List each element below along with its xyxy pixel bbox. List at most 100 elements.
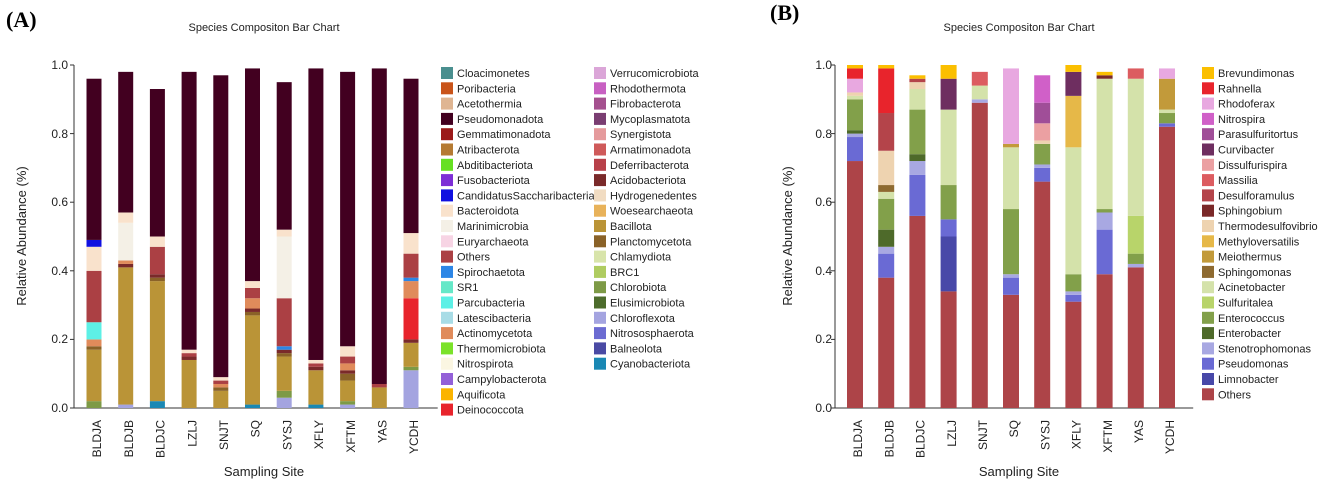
panel-a-legend-swatch bbox=[441, 189, 453, 202]
panel-a-bar-segment-others bbox=[213, 380, 229, 384]
panel-b-bar-segment-enterococcus bbox=[909, 109, 926, 155]
panel-a-legend-label: Thermomicrobiota bbox=[457, 343, 547, 355]
panel-b-legend-swatch bbox=[1202, 220, 1214, 232]
panel-b-x-tick-label: SNJT bbox=[976, 419, 990, 450]
panel-a-y-tick: 1.0 bbox=[51, 58, 68, 72]
panel-b-bar-segment-pseudomonas bbox=[1003, 277, 1019, 295]
panel-b-legend-label: Massilia bbox=[1218, 175, 1259, 187]
panel-b-legend-label: Pseudomonas bbox=[1218, 359, 1289, 371]
panel-a-legend-swatch bbox=[441, 327, 453, 340]
panel-a-legend-swatch bbox=[594, 296, 606, 309]
panel-b-bar-segment-nitrospira bbox=[1034, 75, 1051, 103]
panel-a-legend-swatch bbox=[594, 265, 606, 278]
panel-a-legend-swatch bbox=[594, 235, 606, 248]
panel-a-legend-swatch bbox=[594, 158, 606, 171]
panel-a-bar-segment-others bbox=[149, 246, 165, 275]
panel-a-bar-segment-actinomycetota bbox=[245, 298, 260, 309]
panel-a-legend-swatch bbox=[594, 189, 606, 202]
panel-a-bar-segment-pseudomonadota bbox=[118, 71, 134, 213]
panel-a-legend-label: Abditibacteriota bbox=[457, 160, 534, 172]
panel-b-bar-segment-acinetobacter bbox=[847, 95, 863, 100]
panel-b-legend-label: Rahnella bbox=[1218, 83, 1262, 95]
panel-b-bar-segment-stenotrophomonas bbox=[878, 246, 895, 254]
panel-a-legend-label: Verrucomicrobiota bbox=[610, 68, 700, 80]
panel-b-y-tick: 0.0 bbox=[815, 401, 832, 415]
panel-b-x-ticks: BLDJA BLDJB BLDJC LZLJ SNJT SQ SYSJ XFLY XFTM YAS… bbox=[851, 419, 1177, 458]
panel-b-bar-segment-meiothermus bbox=[1003, 143, 1019, 148]
panel-b-bar-segment-pseudomonas bbox=[1096, 229, 1113, 275]
panel-a-bar-segment-bacteroidota bbox=[340, 346, 356, 357]
panel-a-bar-segment-bacillota bbox=[403, 342, 419, 367]
panel-a-bar-segment-pseudomonadota bbox=[86, 78, 102, 240]
panel-b-x-tick-label: YCDH bbox=[1163, 420, 1177, 454]
panel-a-x-tick-label: SYSJ bbox=[280, 420, 294, 450]
panel-a-x-tick-label: BLDJB bbox=[122, 420, 136, 457]
panel-a-bar-segment-actinomycetota bbox=[403, 281, 419, 299]
panel-b-bar-segment-enterococcus bbox=[1003, 209, 1019, 275]
panel-b-bar-segment-pseudomonas bbox=[1065, 294, 1082, 302]
panel-b-bar-segment-thermodesulfovibrio bbox=[878, 150, 895, 186]
panel-a-bar-segment-pseudomonadota bbox=[213, 75, 229, 378]
panel-a-legend-swatch bbox=[441, 342, 453, 355]
panel-b-bar-segment-meiothermus bbox=[1159, 78, 1175, 110]
panel-b-bar-segment-others bbox=[940, 291, 957, 408]
panel-b-bar-segment-acinetobacter bbox=[940, 109, 957, 186]
panel-a-legend-swatch bbox=[441, 311, 453, 324]
panel-a-bar-segment-actinomycetota bbox=[340, 363, 356, 371]
panel-a-legend-swatch bbox=[594, 112, 606, 125]
panel-a-legend-label: Acidobacteriota bbox=[610, 175, 687, 187]
panel-a-bar-segment-chloroflexota bbox=[276, 397, 292, 408]
panel-a-legend-swatch bbox=[441, 373, 453, 385]
panel-a-bar-segment-bacteroidota bbox=[308, 359, 324, 364]
panel-a-x-tick-label: LZLJ bbox=[185, 420, 199, 447]
panel-b-bar-segment-brevundimonas bbox=[1096, 71, 1113, 76]
panel-b-legend-label: Methyloversatilis bbox=[1218, 236, 1300, 248]
panel-b-legend-swatch bbox=[1202, 357, 1214, 370]
panel-b-bar-segment-acinetobacter bbox=[971, 85, 988, 100]
panel-a-legend-label: Euryarchaeota bbox=[457, 236, 529, 248]
panel-b-bar-segment-curvibacter bbox=[1065, 71, 1082, 96]
panel-b-legend-swatch bbox=[1202, 82, 1214, 95]
panel-a-legend-label: Synergistota bbox=[610, 129, 672, 141]
panel-a-bar-segment-acidobacteriota bbox=[403, 339, 419, 343]
panel-a-bar-segment-chloroflexota bbox=[340, 404, 356, 408]
panel-b-bar-segment-sphingobium bbox=[1096, 75, 1113, 79]
panel-b-legend-swatch bbox=[1202, 189, 1214, 202]
panel-b-bar-segment-pseudomonas bbox=[1034, 167, 1051, 182]
panel-b-legend-swatch bbox=[1202, 235, 1214, 248]
panel-a-bar-segment-bacillota bbox=[245, 315, 260, 405]
panel-b-legend-label: Others bbox=[1218, 389, 1252, 401]
panel-b-bar-segment-enterococcus bbox=[1159, 113, 1175, 124]
panel-b-legend-label: Parasulfuritortus bbox=[1218, 129, 1299, 141]
panel-b-legend-swatch bbox=[1202, 327, 1214, 340]
panel-a-legend-label: Bacteroidota bbox=[457, 206, 520, 218]
panel-b-x-tick-label: LZLJ bbox=[945, 420, 959, 447]
panel-b-y-axis-label: Relative Abundance (%) bbox=[780, 166, 795, 305]
panel-a-legend-label: Woesearchaeota bbox=[610, 206, 694, 218]
panel-a-bar-segment-chlorobiota bbox=[403, 366, 419, 371]
panel-b-bar-segment-enterococcus bbox=[940, 185, 957, 220]
panel-b-legend-label: Sphingobium bbox=[1218, 206, 1282, 218]
panel-b-bar-segment-massilia bbox=[971, 71, 988, 86]
panel-b-y-tick: 0.8 bbox=[815, 127, 832, 141]
panel-b-bar-segment-enterococcus bbox=[1127, 253, 1144, 264]
panel-a-legend-swatch bbox=[441, 235, 453, 248]
panel-b-legend-swatch bbox=[1202, 128, 1214, 141]
panel-a-legend-swatch bbox=[594, 250, 606, 263]
panel-b-legend-swatch bbox=[1202, 296, 1214, 309]
panel-a-bar-segment-planctomycetota bbox=[340, 373, 356, 381]
panel-b-bar-segment-massilia bbox=[1127, 68, 1144, 79]
panel-a-bar-segment-others bbox=[276, 298, 292, 347]
panel-a-legend-label: Spirochaetota bbox=[457, 267, 526, 279]
panel-a-legend-swatch bbox=[441, 250, 453, 263]
panel-b-legend-swatch bbox=[1202, 174, 1214, 187]
panel-b-bar-segment-stenotrophomonas bbox=[1096, 212, 1113, 230]
panel-a-legend-label: Chlamydiota bbox=[610, 252, 672, 264]
panel-b-legend-swatch bbox=[1202, 265, 1214, 278]
panel-b-bar-segment-rahnella bbox=[878, 68, 895, 114]
panel-a-legend: Cloacimonetes Poribacteria Acetothermia Pse… bbox=[441, 67, 700, 417]
panel-b-bar-segment-pseudomonas bbox=[878, 253, 895, 278]
panel-b-bar-segment-stenotrophomonas bbox=[1127, 263, 1144, 268]
panel-a-bar-segment-pseudomonadota bbox=[149, 89, 165, 237]
panel-a-bar-segment-actinomycetota bbox=[118, 260, 134, 264]
